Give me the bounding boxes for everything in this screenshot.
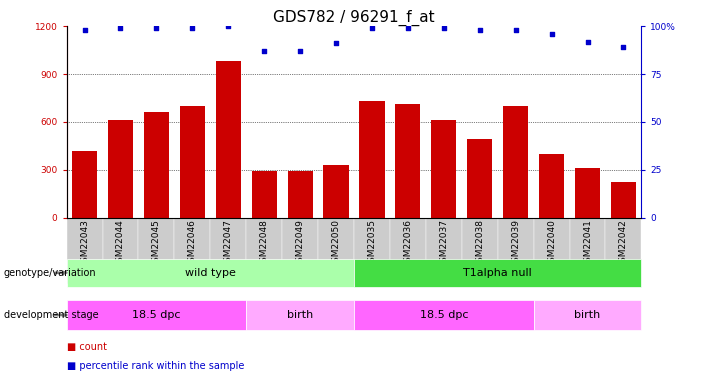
- Point: [438, 25, 449, 31]
- Bar: [252, 171, 277, 217]
- Bar: [72, 150, 97, 217]
- Bar: [108, 120, 133, 218]
- Bar: [138, 217, 175, 284]
- Point: [186, 25, 198, 31]
- Point: [618, 44, 629, 50]
- Bar: [395, 104, 421, 218]
- Point: [510, 27, 522, 33]
- Bar: [575, 168, 600, 217]
- Point: [151, 25, 162, 31]
- Bar: [426, 217, 462, 284]
- Point: [259, 48, 270, 54]
- Bar: [216, 61, 241, 217]
- Text: 18.5 dpc: 18.5 dpc: [420, 310, 468, 320]
- Text: genotype/variation: genotype/variation: [4, 268, 96, 278]
- Bar: [606, 217, 641, 284]
- Point: [294, 48, 306, 54]
- Bar: [360, 101, 385, 217]
- Text: ■ count: ■ count: [67, 342, 107, 352]
- Bar: [318, 217, 354, 284]
- Text: birth: birth: [287, 310, 313, 320]
- Bar: [467, 140, 492, 218]
- Bar: [102, 217, 139, 284]
- Bar: [175, 217, 210, 284]
- Bar: [569, 217, 606, 284]
- Bar: [287, 171, 313, 217]
- Bar: [210, 217, 246, 284]
- Text: ■ percentile rank within the sample: ■ percentile rank within the sample: [67, 361, 244, 370]
- Bar: [179, 106, 205, 218]
- Bar: [539, 154, 564, 218]
- Bar: [67, 217, 102, 284]
- Point: [474, 27, 485, 33]
- Text: T1alpha null: T1alpha null: [463, 268, 532, 278]
- Title: GDS782 / 96291_f_at: GDS782 / 96291_f_at: [273, 10, 435, 26]
- Bar: [431, 120, 456, 218]
- Bar: [283, 217, 318, 284]
- Bar: [390, 217, 426, 284]
- Text: development stage: development stage: [4, 310, 98, 320]
- Bar: [533, 217, 569, 284]
- Bar: [462, 217, 498, 284]
- Point: [546, 31, 557, 37]
- Bar: [611, 183, 636, 218]
- Point: [367, 25, 378, 31]
- Bar: [498, 217, 533, 284]
- Bar: [144, 112, 169, 218]
- Point: [223, 23, 234, 29]
- Point: [402, 25, 414, 31]
- Bar: [503, 106, 529, 218]
- Bar: [246, 217, 282, 284]
- Text: wild type: wild type: [185, 268, 236, 278]
- Bar: [354, 217, 390, 284]
- Point: [330, 40, 341, 46]
- Point: [79, 27, 90, 33]
- Point: [115, 25, 126, 31]
- Point: [582, 39, 593, 45]
- Text: birth: birth: [574, 310, 601, 320]
- Text: 18.5 dpc: 18.5 dpc: [132, 310, 181, 320]
- Bar: [323, 165, 348, 218]
